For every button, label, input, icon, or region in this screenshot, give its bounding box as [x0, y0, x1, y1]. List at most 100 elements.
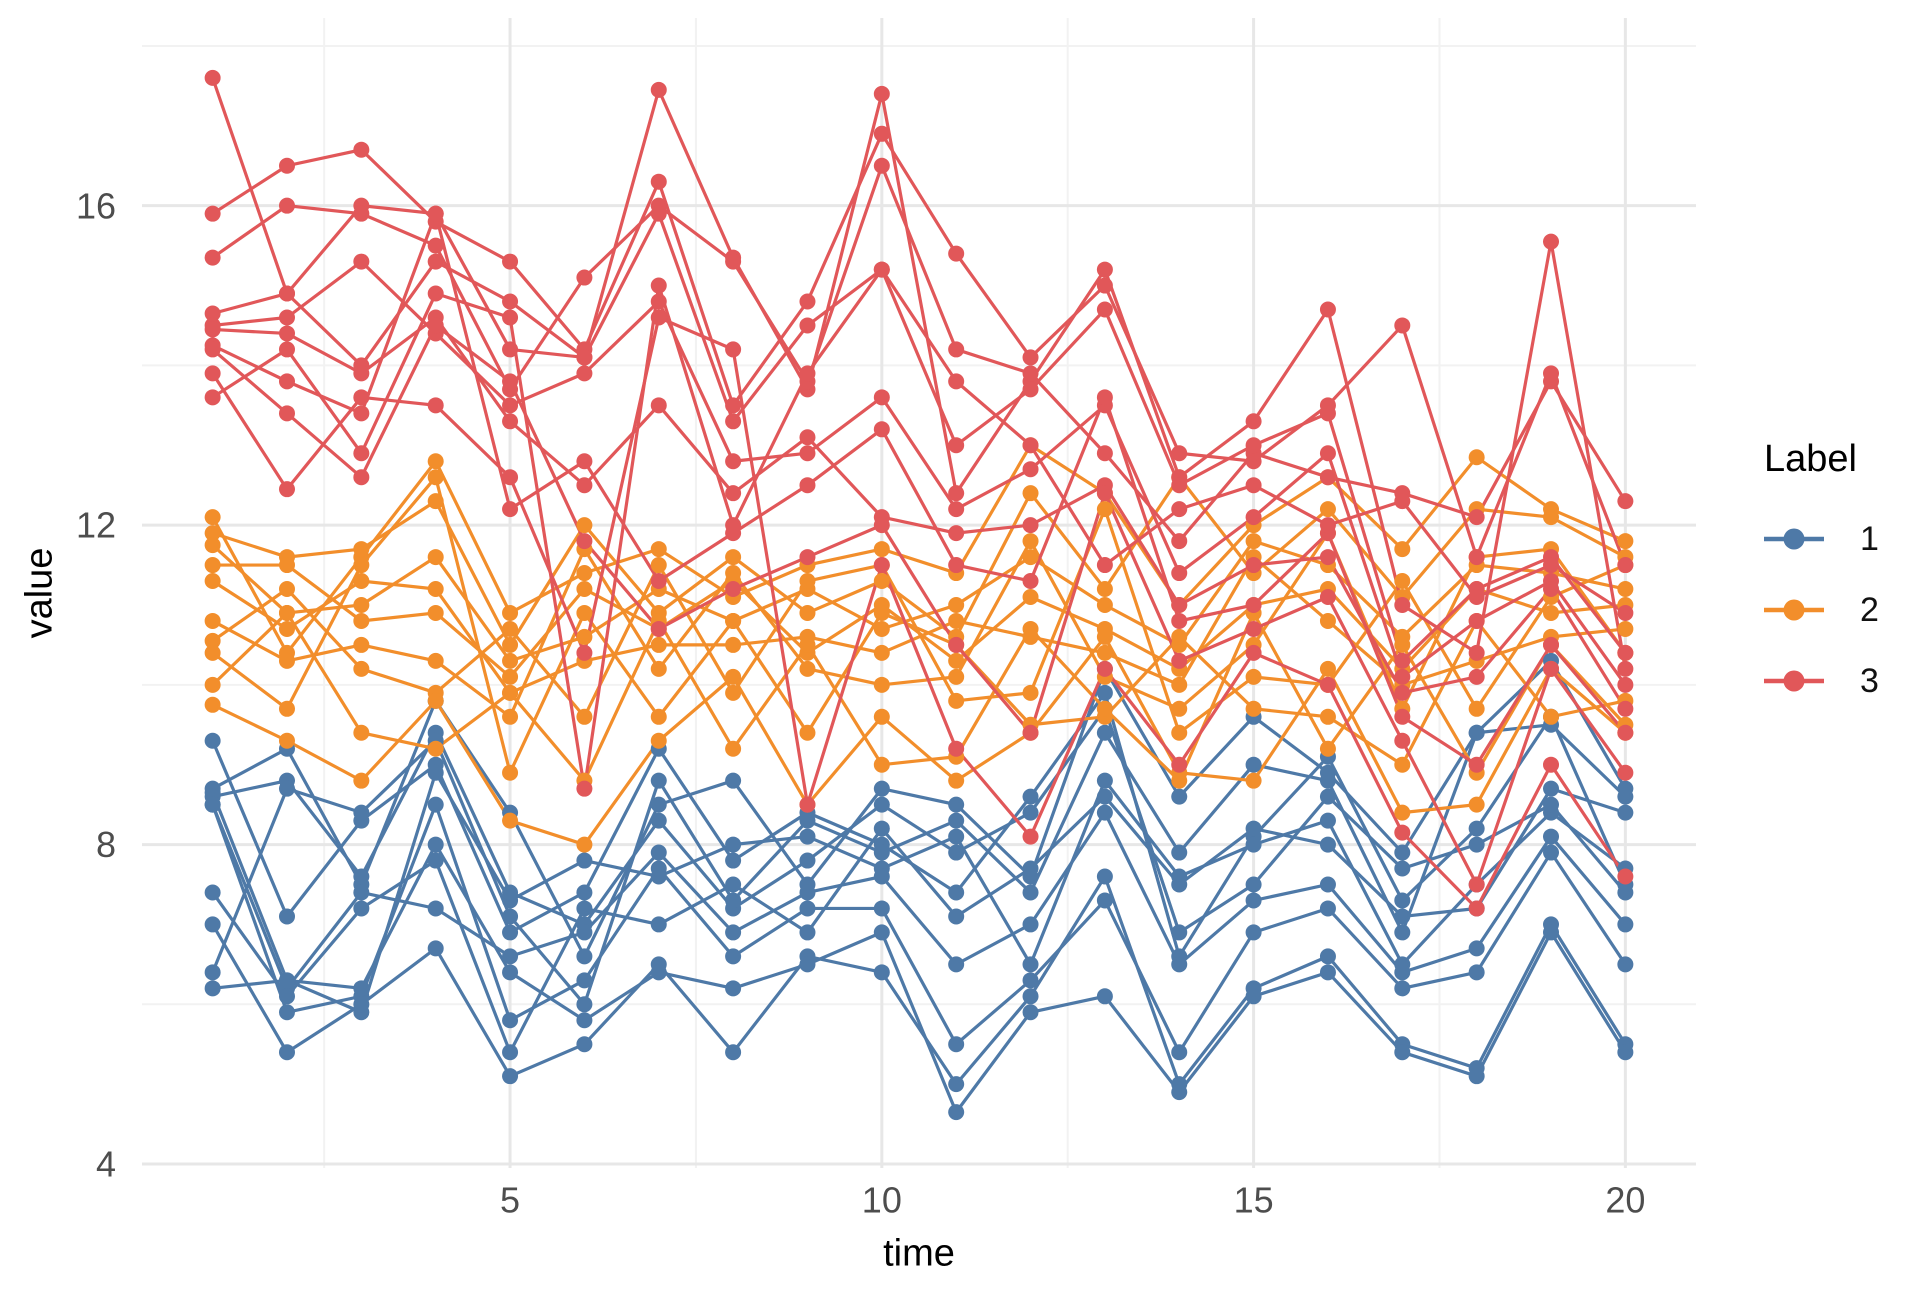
data-point-label-1 — [650, 860, 667, 877]
data-point-label-2 — [427, 692, 444, 709]
data-point-label-2 — [948, 612, 965, 629]
data-point-label-2 — [353, 636, 370, 653]
data-point-label-3 — [1171, 612, 1188, 629]
data-point-label-2 — [1022, 533, 1039, 550]
data-point-label-3 — [1319, 588, 1336, 605]
data-point-label-3 — [1394, 668, 1411, 685]
data-point-label-2 — [1245, 700, 1262, 717]
data-point-label-3 — [353, 205, 370, 222]
data-point-label-1 — [650, 964, 667, 981]
data-point-label-1 — [1617, 788, 1634, 805]
data-point-label-1 — [1022, 988, 1039, 1005]
series-line-label-2 — [211, 634, 1627, 847]
data-point-label-2 — [353, 596, 370, 613]
data-point-label-3 — [1617, 557, 1634, 574]
data-point-label-2 — [427, 581, 444, 598]
data-point-label-3 — [650, 173, 667, 190]
data-point-label-1 — [204, 980, 221, 997]
series-line-label-2 — [211, 529, 1627, 720]
data-point-label-1 — [502, 924, 519, 941]
data-point-label-3 — [1245, 596, 1262, 613]
data-point-label-3 — [278, 157, 295, 174]
data-point-label-2 — [204, 557, 221, 574]
series-line-label-2 — [211, 609, 1627, 784]
data-point-label-2 — [278, 620, 295, 637]
data-point-label-1 — [799, 828, 816, 845]
data-point-label-3 — [427, 205, 444, 222]
data-point-label-3 — [948, 557, 965, 574]
data-point-label-2 — [1171, 628, 1188, 645]
x-tick-label: 10 — [862, 1180, 902, 1221]
data-point-label-1 — [948, 844, 965, 861]
series-line-label-3 — [212, 209, 1627, 664]
data-point-label-3 — [650, 309, 667, 326]
data-point-label-1 — [278, 972, 295, 989]
data-point-label-3 — [948, 485, 965, 502]
data-point-label-1 — [204, 964, 221, 981]
data-point-label-3 — [1245, 477, 1262, 494]
data-point-label-3 — [502, 373, 519, 390]
data-point-label-3 — [1617, 868, 1634, 885]
data-point-label-3 — [278, 325, 295, 342]
data-point-label-2 — [353, 541, 370, 558]
data-point-label-3 — [650, 573, 667, 590]
data-point-label-3 — [1096, 485, 1113, 502]
data-point-label-1 — [1245, 820, 1262, 837]
data-point-label-3 — [1171, 756, 1188, 773]
data-point-label-2 — [1394, 804, 1411, 821]
data-point-label-3 — [1617, 493, 1634, 510]
data-point-label-1 — [278, 908, 295, 925]
data-point-label-3 — [948, 740, 965, 757]
data-point-label-3 — [353, 389, 370, 406]
data-point-label-1 — [948, 908, 965, 925]
data-point-label-1 — [873, 796, 890, 813]
data-point-label-2 — [873, 644, 890, 661]
data-point-label-3 — [1319, 517, 1336, 534]
data-point-label-2 — [1468, 449, 1485, 466]
data-point-label-3 — [1096, 301, 1113, 318]
data-point-label-2 — [1394, 541, 1411, 558]
data-point-label-3 — [873, 261, 890, 278]
data-point-label-1 — [1468, 940, 1485, 957]
data-point-label-2 — [1022, 588, 1039, 605]
data-point-label-2 — [204, 696, 221, 713]
data-point-label-2 — [353, 772, 370, 789]
data-point-label-3 — [427, 237, 444, 254]
data-point-label-3 — [278, 373, 295, 390]
data-point-label-2 — [1096, 596, 1113, 613]
data-point-label-3 — [1394, 317, 1411, 334]
data-point-label-1 — [873, 900, 890, 917]
data-point-label-3 — [1096, 277, 1113, 294]
data-point-label-1 — [502, 1068, 519, 1085]
data-point-label-3 — [1022, 828, 1039, 845]
data-point-label-1 — [353, 884, 370, 901]
data-point-label-3 — [576, 477, 593, 494]
data-point-label-1 — [204, 884, 221, 901]
data-point-label-2 — [1245, 533, 1262, 550]
legend-items: 1 2 3 — [1762, 503, 1879, 716]
data-point-label-2 — [502, 652, 519, 669]
data-point-label-1 — [725, 772, 742, 789]
data-point-label-1 — [576, 1012, 593, 1029]
data-point-label-2 — [1245, 668, 1262, 685]
data-point-label-3 — [948, 341, 965, 358]
data-point-label-2 — [1319, 708, 1336, 725]
data-point-label-3 — [1022, 724, 1039, 741]
data-point-label-1 — [873, 924, 890, 941]
series-line-label-1 — [212, 841, 1627, 1116]
data-point-label-1 — [948, 956, 965, 973]
data-point-label-1 — [1171, 956, 1188, 973]
legend-key-point — [1783, 528, 1805, 549]
data-point-label-3 — [204, 321, 221, 338]
data-point-label-1 — [1171, 876, 1188, 893]
data-point-label-3 — [948, 373, 965, 390]
data-point-label-2 — [1319, 612, 1336, 629]
data-point-label-1 — [502, 884, 519, 901]
data-point-label-3 — [1617, 700, 1634, 717]
data-point-label-1 — [1096, 724, 1113, 741]
data-point-label-2 — [502, 636, 519, 653]
data-point-label-1 — [1394, 1044, 1411, 1061]
data-point-label-1 — [873, 964, 890, 981]
data-point-label-1 — [948, 1036, 965, 1053]
data-point-label-2 — [1096, 581, 1113, 598]
